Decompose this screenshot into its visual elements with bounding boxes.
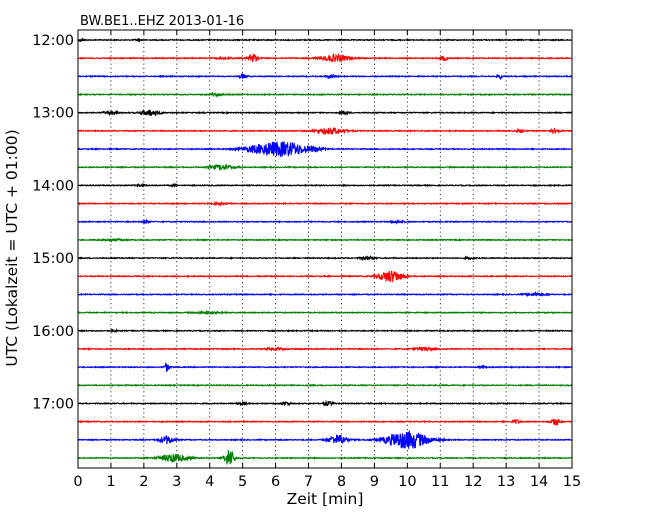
seismogram-trace-1330 — [77, 141, 573, 157]
x-tick-label: 1 — [106, 474, 115, 490]
chart-title: BW.BE1..EHZ 2013-01-16 — [80, 14, 244, 29]
x-tick-label: 3 — [172, 474, 181, 490]
seismogram-trace-1545 — [77, 309, 573, 316]
seismogram-trace-1500 — [77, 255, 573, 262]
seismogram-trace-1530 — [77, 290, 573, 298]
seismogram-trace-1315 — [77, 126, 573, 136]
seismogram-trace-1630 — [77, 361, 573, 372]
y-tick-label: 14:00 — [32, 178, 74, 194]
seismogram-trace-1415 — [77, 200, 573, 207]
x-tick-label: 6 — [271, 474, 280, 490]
x-axis-label: Zeit [min] — [287, 490, 364, 508]
seismogram-traces — [77, 37, 573, 465]
x-tick-label: 12 — [464, 474, 482, 490]
seismogram-trace-1700 — [77, 399, 573, 407]
seismogram-trace-1600 — [77, 327, 573, 333]
x-tick-label: 2 — [139, 474, 148, 490]
x-tick-label: 0 — [73, 474, 82, 490]
seismogram-trace-1230 — [77, 73, 573, 81]
y-tick-label: 12:00 — [32, 33, 74, 49]
seismogram-trace-1345 — [77, 163, 573, 172]
x-tick-label: 9 — [370, 474, 379, 490]
seismogram-trace-1200 — [77, 37, 573, 43]
seismogram-trace-1300 — [77, 109, 573, 117]
x-tick-labels: 0 1 2 3 4 5 6 7 8 9 10 11 12 13 14 15 — [73, 474, 581, 490]
seismogram-trace-1445 — [77, 237, 573, 243]
seismogram-trace-1715 — [77, 418, 573, 427]
grid-lines — [110, 30, 540, 468]
x-tick-label: 15 — [563, 474, 581, 490]
seismogram-trace-1515 — [77, 270, 573, 283]
y-tick-label: 13:00 — [32, 106, 74, 122]
seismogram-trace-1215 — [77, 52, 573, 64]
x-tick-label: 10 — [398, 474, 416, 490]
y-tick-label: 16:00 — [32, 324, 74, 340]
plot-frame — [77, 29, 573, 469]
seismogram-trace-1245 — [77, 91, 573, 98]
x-tick-label: 5 — [238, 474, 247, 490]
x-tick-label: 13 — [497, 474, 515, 490]
seismogram-trace-1430 — [77, 218, 573, 225]
x-tick-label: 8 — [337, 474, 346, 490]
y-tick-label: 17:00 — [32, 396, 74, 412]
seismogram-trace-1730 — [77, 430, 573, 449]
seismogram-trace-1745 — [77, 450, 573, 465]
y-tick-labels: 12:00 13:00 14:00 15:00 16:00 17:00 — [32, 33, 74, 412]
seismogram-trace-1645 — [77, 383, 573, 388]
x-tick-label: 14 — [530, 474, 548, 490]
x-tick-label: 11 — [431, 474, 449, 490]
seismogram-trace-1615 — [77, 346, 573, 352]
x-tick-label: 7 — [304, 474, 313, 490]
axis-ticks — [77, 30, 573, 468]
y-tick-label: 15:00 — [32, 251, 74, 267]
seismogram-trace-1400 — [77, 182, 573, 188]
x-tick-label: 4 — [205, 474, 214, 490]
y-axis-label: UTC (Lokalzeit = UTC + 01:00) — [3, 129, 21, 366]
